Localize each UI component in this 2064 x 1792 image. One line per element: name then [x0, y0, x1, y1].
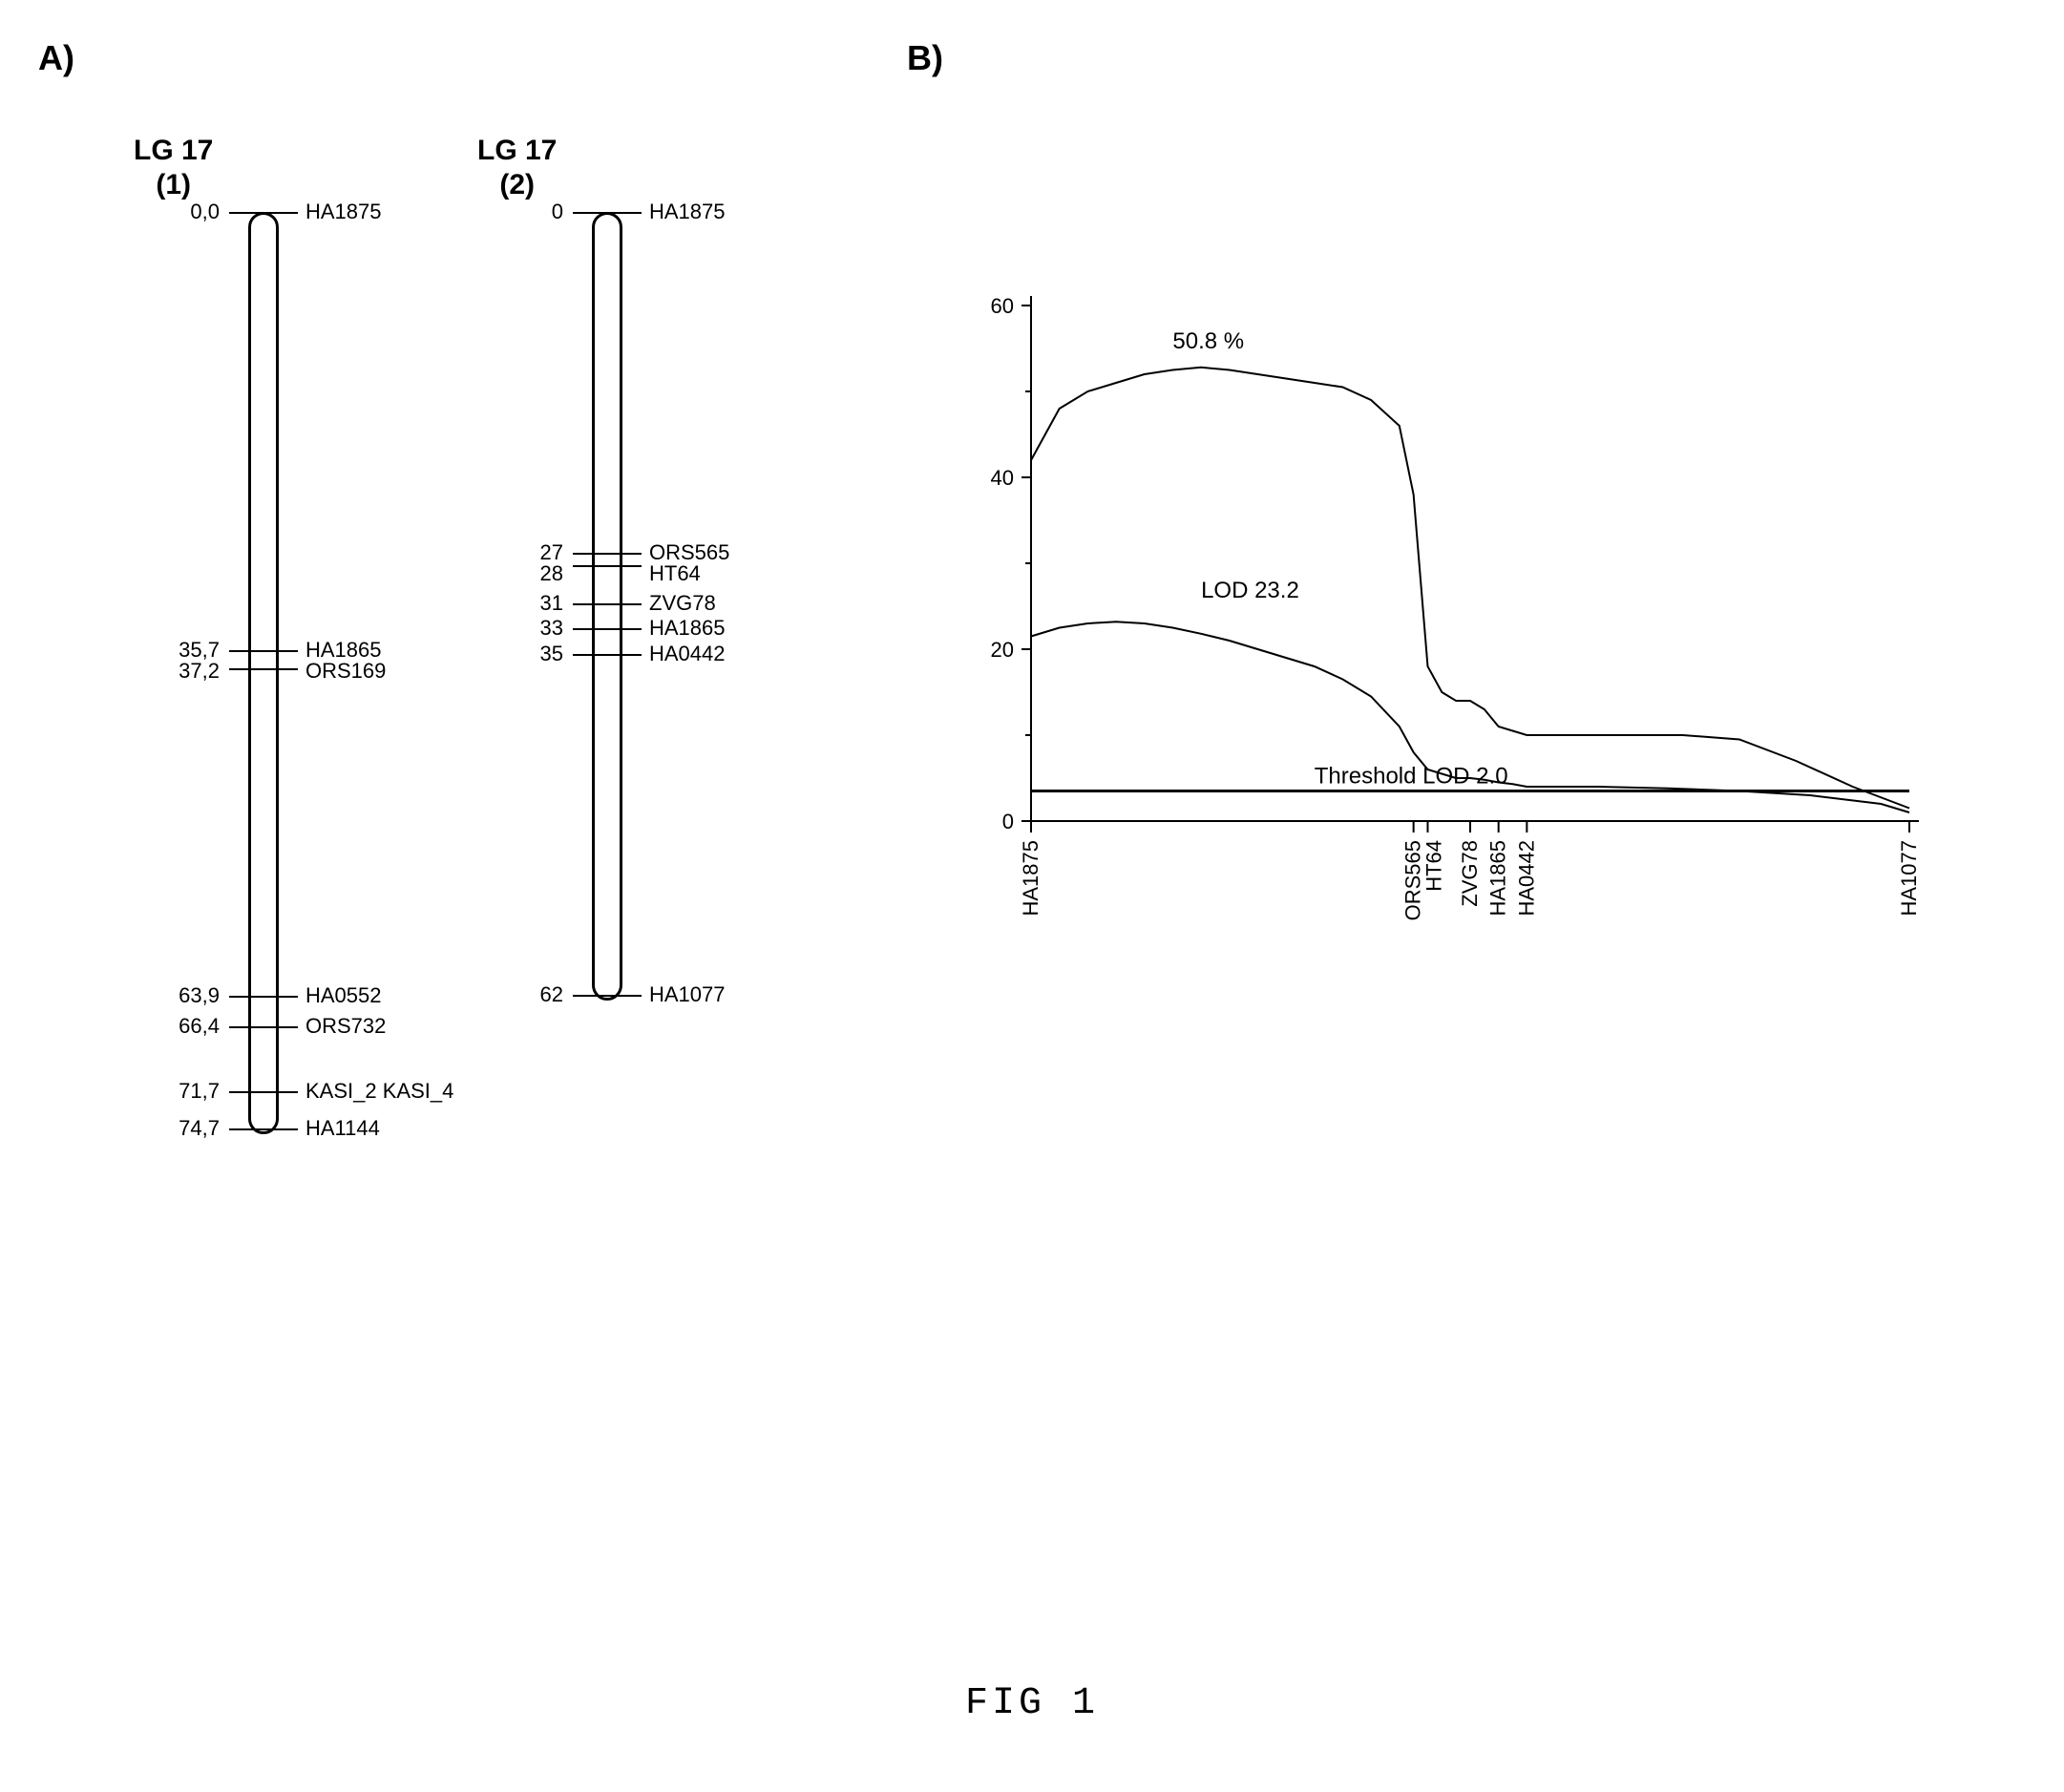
chrom2-title-line2: (2)	[477, 168, 557, 202]
chart-svg: 0204060HA1875ORS565HT64ZVG78HA1865HA0442…	[955, 286, 1967, 1146]
marker-position: 66,4	[134, 1014, 220, 1039]
marker-name: ZVG78	[649, 591, 716, 616]
marker-tick	[229, 1026, 298, 1028]
marker-name: HA1875	[649, 200, 726, 224]
marker-name: HA1865	[649, 616, 726, 641]
marker-tick	[229, 668, 298, 670]
marker-position: 63,9	[134, 983, 220, 1008]
chrom1-title-line1: LG 17	[134, 134, 213, 168]
qtl-chart: 0204060HA1875ORS565HT64ZVG78HA1865HA0442…	[955, 286, 1967, 1146]
chrom-map-2: LG 17 (2) 0HA187527ORS56528HT6431ZVG7833…	[477, 134, 557, 1167]
marker-tick	[229, 1091, 298, 1093]
series-label-percent: 50.8 %	[1172, 328, 1244, 354]
marker-position: 74,7	[134, 1116, 220, 1141]
series-label-lod: LOD 23.2	[1201, 578, 1299, 603]
marker-position: 35	[477, 642, 563, 666]
marker-position: 33	[477, 616, 563, 641]
chrom2-title: LG 17 (2)	[477, 134, 557, 202]
marker-name: HA1875	[305, 200, 382, 224]
marker-name: HT64	[649, 561, 701, 586]
chrom2-body	[592, 212, 622, 1001]
marker-position: 0,0	[134, 200, 220, 224]
y-tick-label: 60	[991, 294, 1014, 318]
y-tick-label: 20	[991, 638, 1014, 662]
marker-name: ORS169	[305, 659, 386, 684]
marker-name: HA0552	[305, 983, 382, 1008]
marker-tick	[229, 1128, 298, 1130]
threshold-label: Threshold LOD 2.0	[1315, 764, 1508, 790]
chrom-map-1: LG 17 (1) 0,0HA187535,7HA186537,2ORS1696…	[134, 134, 213, 1167]
x-marker-label: HA1875	[1019, 840, 1043, 917]
marker-name: ORS732	[305, 1014, 386, 1039]
marker-position: 62	[477, 982, 563, 1007]
panel-a-label: A)	[38, 38, 74, 78]
chrom1-body-wrap: 0,0HA187535,7HA186537,2ORS16963,9HA05526…	[134, 212, 213, 1167]
marker-name: KASI_2 KASI_4	[305, 1079, 453, 1104]
x-marker-label: HA1865	[1486, 840, 1510, 917]
chrom1-title-line2: (1)	[134, 168, 213, 202]
marker-tick	[573, 565, 642, 567]
marker-position: 37,2	[134, 659, 220, 684]
chrom2-body-wrap: 0HA187527ORS56528HT6431ZVG7833HA186535HA…	[477, 212, 557, 1167]
marker-tick	[573, 995, 642, 997]
marker-tick	[229, 650, 298, 652]
marker-tick	[573, 553, 642, 555]
marker-tick	[573, 654, 642, 656]
figure-caption: FIG 1	[965, 1682, 1099, 1725]
marker-position: 31	[477, 591, 563, 616]
marker-tick	[229, 212, 298, 214]
x-marker-label: ZVG78	[1458, 840, 1482, 907]
marker-name: HA1144	[305, 1116, 380, 1141]
x-marker-label: HT64	[1422, 840, 1446, 892]
marker-name: HA1077	[649, 982, 726, 1007]
marker-position: 71,7	[134, 1079, 220, 1104]
x-marker-label: HA1077	[1897, 840, 1921, 917]
marker-tick	[229, 996, 298, 998]
chrom2-title-line1: LG 17	[477, 134, 557, 168]
figure-container: A) B) LG 17 (1) 0,0HA187535,7HA186537,2O…	[38, 38, 2026, 1754]
marker-tick	[573, 603, 642, 605]
marker-name: HA0442	[649, 642, 726, 666]
marker-tick	[573, 628, 642, 630]
marker-position: 28	[477, 561, 563, 586]
y-tick-label: 40	[991, 466, 1014, 490]
y-tick-label: 0	[1002, 810, 1014, 833]
panel-b-label: B)	[907, 38, 943, 78]
marker-tick	[573, 212, 642, 214]
chrom1-title: LG 17 (1)	[134, 134, 213, 202]
marker-position: 0	[477, 200, 563, 224]
x-marker-label: HA0442	[1514, 840, 1538, 917]
series-percent	[1031, 368, 1909, 809]
